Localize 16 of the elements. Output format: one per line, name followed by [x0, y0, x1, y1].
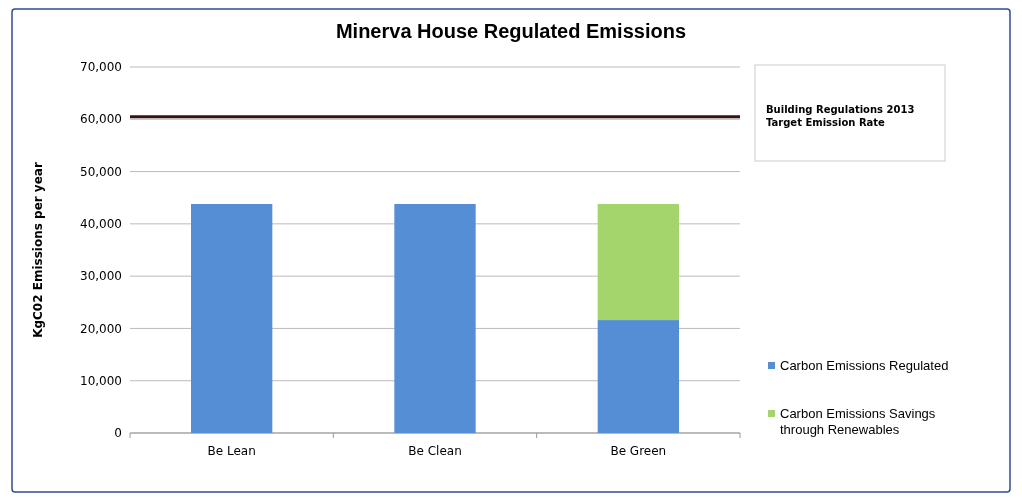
legend-label: Carbon Emissions Savings through Renewables: [780, 406, 936, 437]
y-tick-label: 70,000: [80, 60, 122, 75]
y-axis-title: KgC02 Emissions per year: [31, 162, 45, 338]
ref-line-label: Building Regulations 2013 Target Emission Rate: [766, 104, 915, 128]
chart-title: Minerva House Regulated Emissions: [335, 20, 687, 42]
x-tick-label: Be Lean: [207, 444, 256, 458]
x-tick-label: Be Clean: [408, 444, 462, 458]
y-tick-label: 60,000: [80, 112, 122, 127]
y-tick-label: 0: [114, 426, 122, 441]
y-tick-label: 30,000: [80, 269, 122, 284]
x-tick-label: Be Green: [610, 444, 667, 458]
y-tick-label: 50,000: [80, 164, 122, 179]
y-tick-label: 10,000: [80, 373, 122, 388]
y-tick-label: 20,000: [80, 321, 122, 336]
y-tick-label: 40,000: [80, 217, 122, 232]
legend-label: Carbon Emissions Regulated: [780, 358, 949, 373]
